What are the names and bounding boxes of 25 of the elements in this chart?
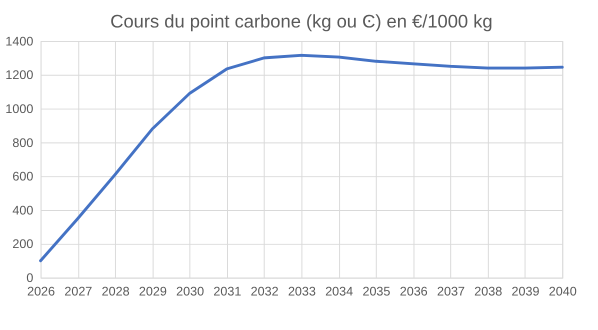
x-tick-label: 2032: [250, 284, 279, 299]
y-tick-label: 600: [12, 170, 34, 184]
x-tick-label: 2038: [474, 284, 502, 299]
x-tick-label: 2039: [512, 284, 540, 299]
y-tick-label: 1400: [5, 34, 34, 48]
x-tick-label: 2040: [548, 284, 577, 299]
x-tick-label: 2036: [400, 284, 428, 299]
chart-title: Cours du point carbone (kg ou Ͼ) en €/1000 kg: [110, 10, 493, 32]
x-tick-label: 2037: [436, 284, 465, 299]
x-tick-label: 2026: [27, 284, 56, 299]
y-tick-label: 400: [12, 203, 34, 218]
line-series: [39, 54, 564, 262]
x-tick-label: 2027: [64, 284, 92, 299]
x-tick-label: 2034: [325, 284, 354, 299]
y-tick-label: 1200: [5, 68, 34, 82]
y-tick-label: 200: [12, 237, 34, 252]
x-tick-label: 2029: [138, 284, 167, 299]
x-tick-label: 2035: [362, 284, 390, 299]
y-tick-label: 0: [26, 271, 34, 286]
y-tick-label: 1000: [5, 102, 34, 116]
x-tick-label: 2033: [288, 284, 316, 299]
x-tick-label: 2031: [213, 284, 242, 299]
x-tick-label: 2030: [176, 284, 204, 299]
x-tick-label: 2028: [102, 284, 130, 299]
y-tick-label: 800: [12, 136, 34, 150]
